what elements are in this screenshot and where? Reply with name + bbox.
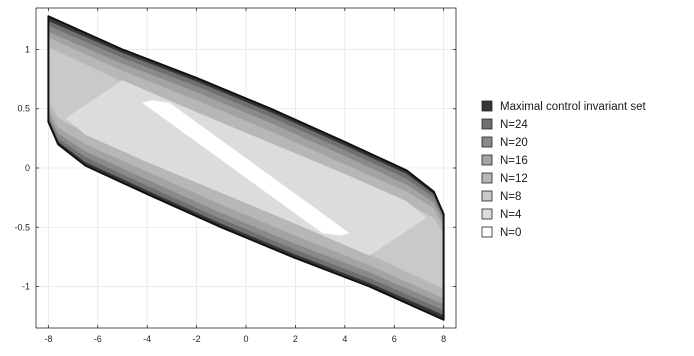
legend-swatch-n-0 xyxy=(481,226,493,238)
legend-swatch-n-8 xyxy=(481,190,493,202)
legend-swatch-n-16 xyxy=(481,154,493,166)
y-tick-label: -1 xyxy=(22,282,30,292)
legend-label-n-0: N=0 xyxy=(500,227,521,239)
region-n-0 xyxy=(142,100,350,236)
legend-swatch-n-20 xyxy=(481,136,493,148)
legend-swatch-n-12 xyxy=(481,172,493,184)
legend-label-n-24: N=24 xyxy=(500,119,528,131)
x-tick-label: 6 xyxy=(392,334,397,344)
y-tick-label: 0 xyxy=(25,163,30,173)
x-tick-label: -4 xyxy=(143,334,151,344)
boundary-outline xyxy=(47,15,445,321)
y-tick-label: -0.5 xyxy=(14,222,30,232)
legend-label-n-16: N=16 xyxy=(500,155,528,167)
legend-label-n-4: N=4 xyxy=(500,209,522,221)
x-tick-label: -6 xyxy=(94,334,102,344)
y-tick-label: 1 xyxy=(25,44,30,54)
x-tick-label: -2 xyxy=(193,334,201,344)
x-tick-label: 0 xyxy=(243,334,248,344)
legend-swatch-n-4 xyxy=(481,208,493,220)
invariant-set-boundary xyxy=(47,15,445,321)
legend: Maximal control invariant set N=24 N=20 N=1… xyxy=(481,100,647,239)
x-tick-label: -8 xyxy=(44,334,52,344)
legend-label-n-8: N=8 xyxy=(500,191,521,203)
legend-label-n-12: N=12 xyxy=(500,173,528,185)
y-tick-label: 0.5 xyxy=(17,104,30,114)
legend-label-maximal-control-invariant-set: Maximal control invariant set xyxy=(500,101,647,113)
legend-swatch-maximal-control-invariant-set xyxy=(481,100,493,112)
x-tick-label: 8 xyxy=(441,334,446,344)
axis-ticks: -8 -6 -4 -2 0 2 4 6 8 -1 -0.5 0 0.5 1 xyxy=(14,8,456,344)
legend-label-n-20: N=20 xyxy=(500,137,528,149)
set-regions xyxy=(48,16,444,320)
x-tick-label: 4 xyxy=(342,334,347,344)
x-tick-label: 2 xyxy=(293,334,298,344)
legend-swatch-n-24 xyxy=(481,118,493,130)
